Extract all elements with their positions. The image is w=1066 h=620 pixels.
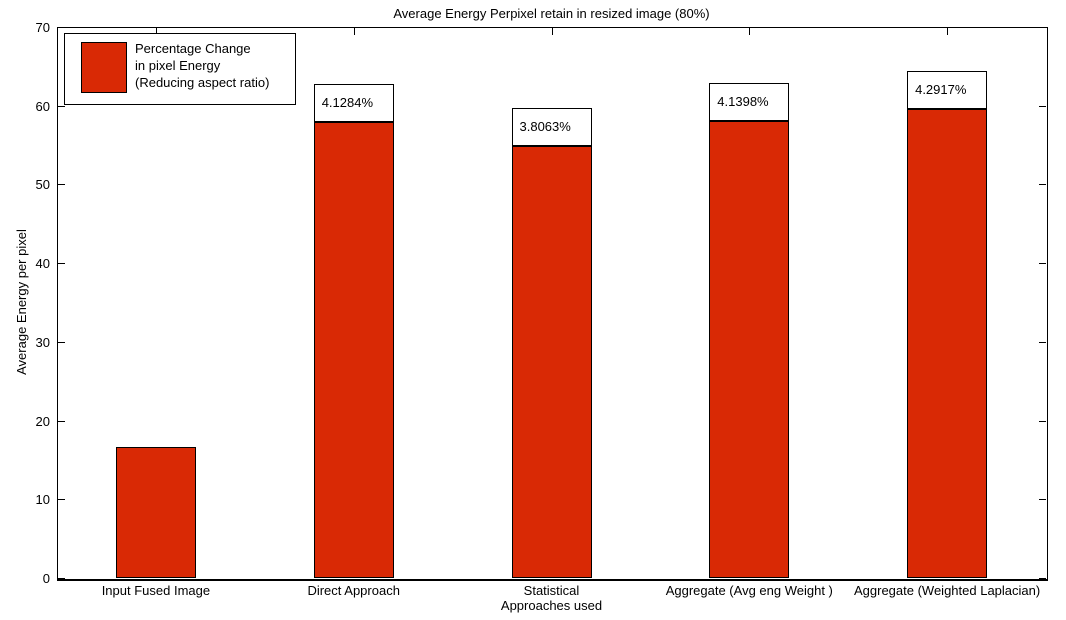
legend-line-1: Percentage Change (135, 41, 251, 56)
y-tick-label: 50 (35, 177, 50, 193)
y-axis-tick-right (1039, 105, 1046, 107)
bar-value-annotation: 3.8063% (511, 107, 592, 146)
y-axis-tick-right (1039, 578, 1046, 579)
legend: Percentage Change in pixel Energy (Reduc… (64, 33, 296, 105)
y-axis-tick-right (1039, 184, 1046, 186)
bar-value-annotation: 4.1398% (709, 83, 790, 122)
bar (115, 446, 196, 578)
x-tick-label: Direct Approach (307, 583, 400, 598)
legend-line-3: (Reducing aspect ratio) (135, 75, 270, 90)
y-axis-tick (58, 27, 65, 28)
y-axis-tick (58, 499, 65, 501)
x-axis-tick-top (749, 28, 751, 35)
x-axis-tick-top (551, 28, 553, 35)
y-axis-tick (58, 420, 65, 422)
bar-value-annotation: 4.2917% (907, 70, 988, 109)
legend-line-2: in pixel Energy (135, 58, 221, 73)
x-tick-label: Aggregate (Weighted Laplacian) (853, 583, 1041, 598)
bar (907, 108, 988, 578)
y-tick-label: 40 (35, 256, 50, 272)
bar (313, 122, 394, 578)
y-tick-label: 60 (35, 98, 50, 114)
x-tick-label: Aggregate (Avg eng Weight ) (665, 583, 833, 598)
bar (511, 145, 592, 578)
y-axis-tick-right (1039, 341, 1046, 343)
y-axis-tick-right (1039, 420, 1046, 422)
y-tick-label: 30 (35, 334, 50, 350)
y-axis-tick (58, 105, 65, 107)
y-axis-label: Average Energy per pixel (14, 229, 29, 375)
y-tick-label: 70 (35, 20, 50, 35)
bar-value-annotation: 4.1284% (313, 84, 394, 123)
y-axis-tick (58, 578, 65, 579)
y-tick-label: 0 (42, 571, 50, 586)
legend-swatch-icon (81, 42, 127, 93)
y-axis-tick (58, 184, 65, 186)
x-axis-label: Approaches used (500, 598, 603, 613)
y-tick-label: 20 (35, 413, 50, 429)
x-tick-label: Statistical (523, 583, 580, 598)
y-tick-label: 10 (35, 492, 50, 508)
y-axis-tick (58, 341, 65, 343)
bar (709, 121, 790, 578)
y-axis-tick (58, 263, 65, 265)
y-axis-tick-right (1039, 499, 1046, 501)
y-axis-tick-right (1039, 263, 1046, 265)
x-axis-tick-top (947, 28, 949, 35)
chart-title: Average Energy Perpixel retain in resize… (393, 6, 710, 21)
y-axis-tick-right (1039, 27, 1046, 28)
x-axis-tick-top (353, 28, 355, 35)
legend-text: Percentage Change in pixel Energy (Reduc… (135, 40, 269, 91)
x-axis-tick-top (155, 28, 157, 35)
x-tick-label: Input Fused Image (101, 583, 211, 598)
